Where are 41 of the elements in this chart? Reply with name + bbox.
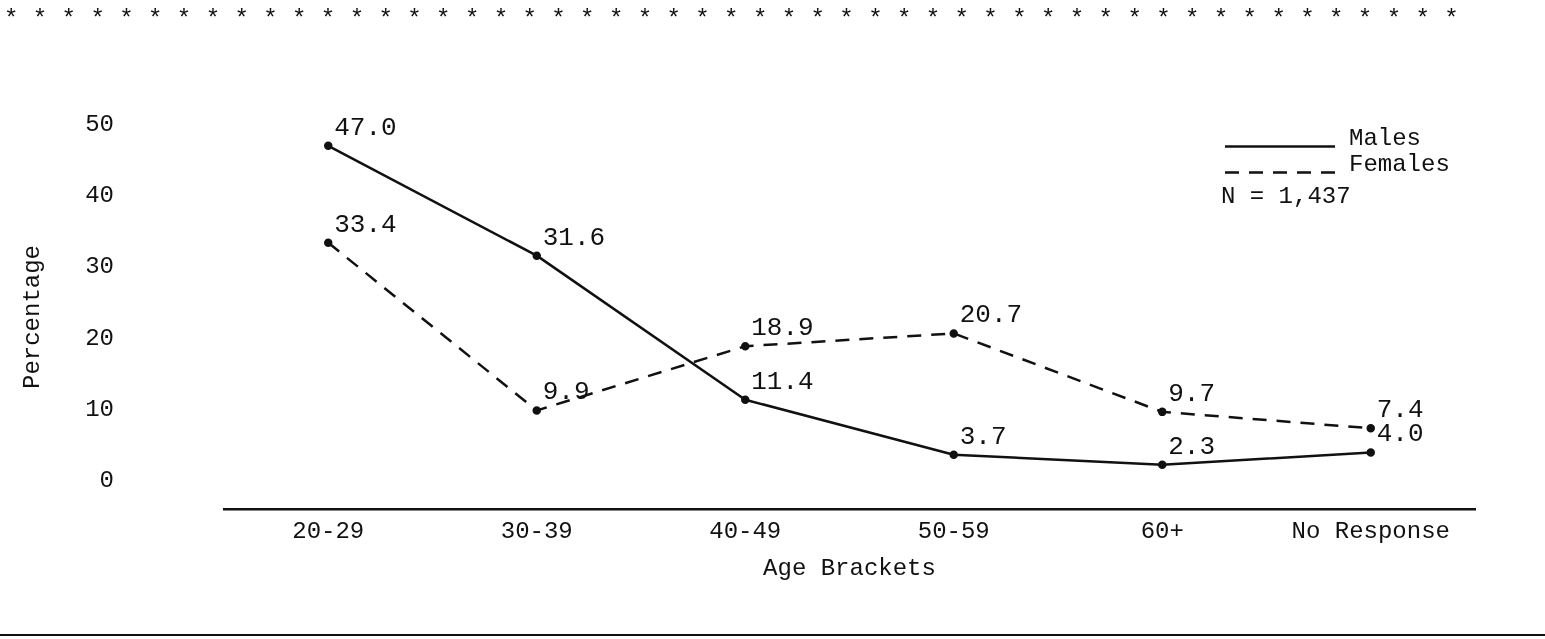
text: * * * * * * * * * * * * * * * * * * * * * * * * * * * * * * * * * * * * * * * * * * * * * * * * * * * — [4, 6, 1459, 34]
point — [324, 238, 333, 248]
data-label: 9.9 — [542, 377, 590, 408]
data-label: 2.3 — [1168, 431, 1216, 462]
point — [741, 395, 750, 404]
point — [324, 141, 333, 151]
point — [741, 342, 750, 351]
data-label: 3.7 — [959, 421, 1007, 452]
point — [1158, 460, 1167, 469]
data-label: 18.9 — [751, 313, 814, 344]
data-label: 31.6 — [542, 222, 606, 253]
x-tick-label: 30-39 — [500, 518, 573, 546]
data-label: 11.4 — [751, 366, 814, 397]
data-label: 47.0 — [334, 112, 397, 143]
x-axis-title: Age Brackets — [763, 555, 936, 583]
y-tick-label: 10 — [85, 396, 114, 424]
data-label: 9.7 — [1168, 378, 1216, 409]
point — [1366, 448, 1375, 457]
point — [949, 329, 958, 338]
point — [1158, 407, 1167, 417]
y-tick-label: 0 — [99, 467, 114, 495]
y-axis-title: Percentage — [18, 244, 46, 390]
x-tick-label: 40-49 — [709, 518, 782, 546]
y-tick-label: 30 — [85, 253, 114, 281]
legend-label: Males — [1349, 124, 1422, 152]
y-tick-label: 40 — [85, 182, 114, 210]
x-tick-label: 50-59 — [917, 518, 990, 546]
annotation: N = 1,437 — [1221, 182, 1351, 210]
point — [532, 251, 541, 260]
legend-label: Females — [1349, 150, 1450, 178]
point — [532, 406, 541, 415]
data-label: 33.4 — [334, 209, 397, 240]
x-tick-label: 60+ — [1140, 518, 1184, 546]
y-tick-label: 20 — [85, 324, 114, 352]
y-tick-label: 50 — [85, 110, 114, 138]
x-tick-label: 20-29 — [292, 518, 365, 546]
data-label: 4.0 — [1376, 419, 1424, 450]
data-label: 20.7 — [959, 300, 1023, 331]
point — [1366, 424, 1375, 433]
x-tick-label: No Response — [1291, 518, 1450, 546]
point — [949, 450, 958, 459]
